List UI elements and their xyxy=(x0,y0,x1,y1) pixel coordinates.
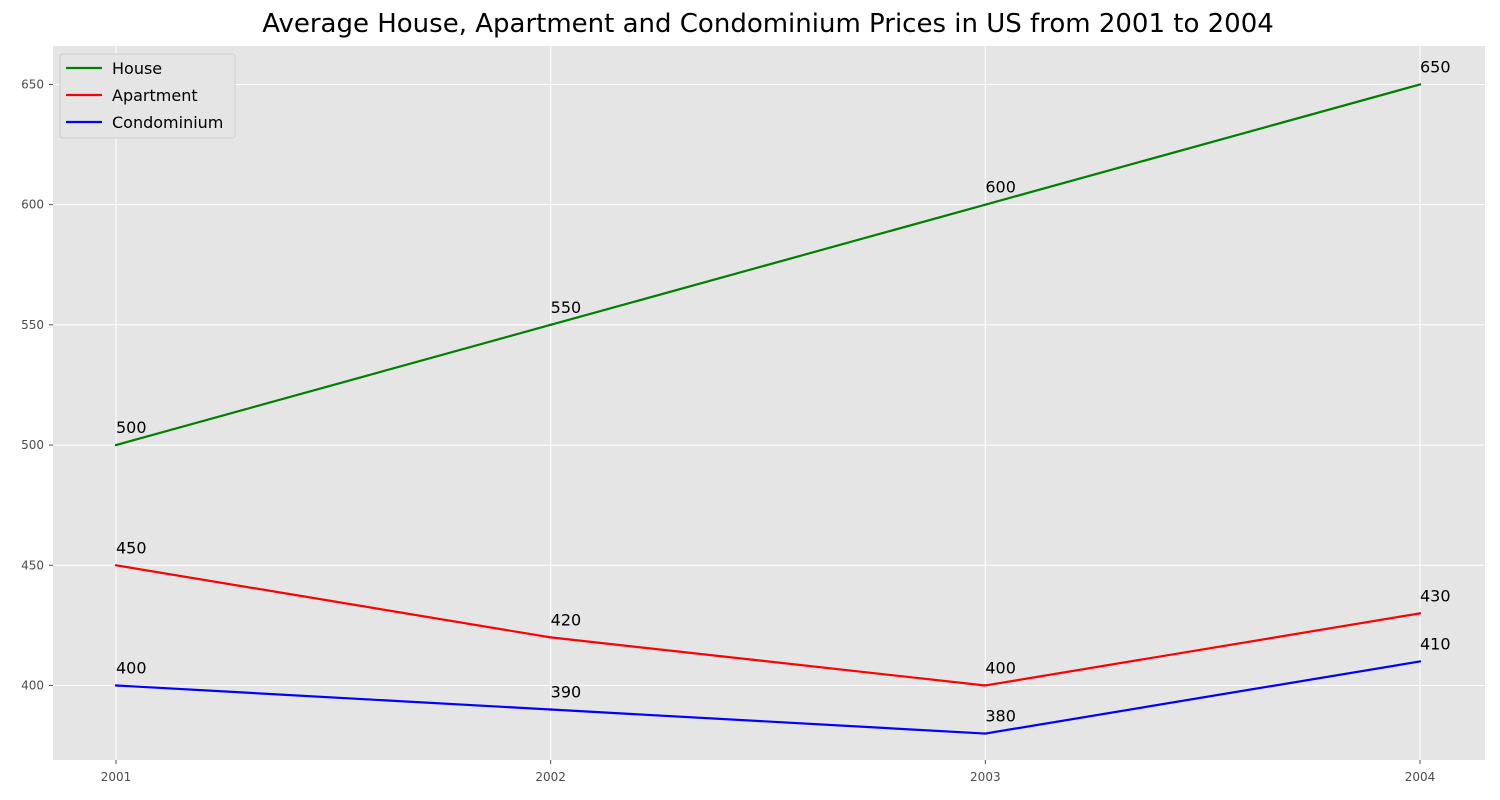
data-point xyxy=(114,443,118,447)
y-tick-label: 550 xyxy=(21,318,44,332)
series-line-house xyxy=(115,83,1421,447)
y-tick-label: 450 xyxy=(21,558,44,572)
data-labels: 500 550 600 650 450 420 400 430 400 390 380 410 xyxy=(116,57,1451,725)
data-label: 410 xyxy=(1420,634,1451,653)
legend-label: Apartment xyxy=(112,86,198,105)
legend-label: House xyxy=(112,59,162,78)
data-label: 420 xyxy=(551,610,582,629)
legend-label: Condominium xyxy=(112,113,223,132)
series-line-apartment xyxy=(115,564,1421,687)
y-tick-label: 650 xyxy=(21,77,44,91)
data-point xyxy=(549,323,552,327)
y-tick-label: 600 xyxy=(21,198,44,212)
series-line-condominium xyxy=(115,660,1421,735)
axes: 2001 2002 2003 2004 400 450 500 550 600 650 xyxy=(21,77,1435,784)
data-point xyxy=(549,636,552,639)
data-point xyxy=(114,684,118,687)
data-point xyxy=(984,684,987,687)
data-label: 400 xyxy=(985,658,1016,677)
legend-box xyxy=(59,53,236,139)
data-label: 550 xyxy=(551,298,582,317)
data-label: 380 xyxy=(985,707,1016,726)
data-label: 400 xyxy=(116,658,147,677)
data-point xyxy=(549,708,552,711)
data-point xyxy=(984,732,987,735)
data-label: 600 xyxy=(985,178,1016,197)
data-point xyxy=(1418,660,1422,663)
series-lines xyxy=(114,83,1422,735)
y-tick-label: 400 xyxy=(21,678,44,692)
x-tick-label: 2004 xyxy=(1405,770,1436,784)
data-point xyxy=(984,203,987,206)
data-point xyxy=(114,564,118,567)
data-label: 390 xyxy=(551,683,582,702)
plot-background xyxy=(53,46,1485,760)
data-label: 500 xyxy=(116,418,147,437)
x-tick-label: 2003 xyxy=(970,770,1001,784)
data-label: 650 xyxy=(1420,57,1451,76)
grid-lines xyxy=(53,46,1485,760)
y-tick-label: 500 xyxy=(21,438,44,452)
data-label: 430 xyxy=(1420,586,1451,605)
data-point xyxy=(1418,612,1422,615)
x-tick-label: 2001 xyxy=(101,770,132,784)
data-point xyxy=(1418,83,1422,86)
x-tick-label: 2002 xyxy=(535,770,566,784)
legend: House Apartment Condominium xyxy=(59,53,236,139)
chart-title: Average House, Apartment and Condominium… xyxy=(262,9,1274,39)
data-label: 450 xyxy=(116,538,147,557)
